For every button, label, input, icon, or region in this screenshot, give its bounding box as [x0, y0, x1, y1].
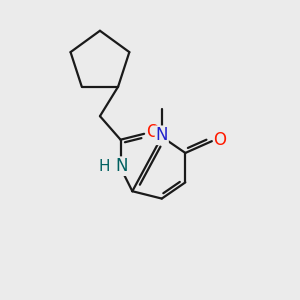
Text: O: O	[146, 123, 159, 141]
Text: N: N	[116, 157, 128, 175]
Text: N: N	[155, 126, 168, 144]
Text: H: H	[99, 159, 110, 174]
Text: O: O	[213, 131, 226, 149]
